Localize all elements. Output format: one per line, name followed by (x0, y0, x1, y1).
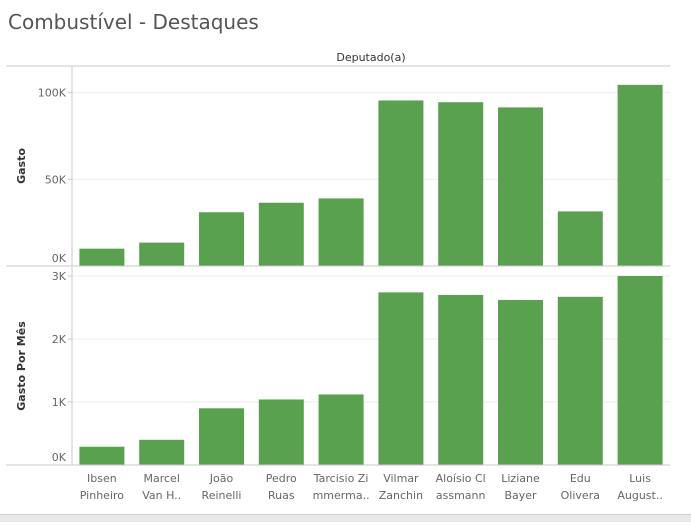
bar (498, 300, 543, 465)
x-tick-label: Tarcisio Zi (313, 472, 369, 485)
x-tick-label: Reinelli (202, 489, 242, 502)
bar (79, 249, 124, 266)
bar (618, 276, 663, 465)
bar (618, 85, 663, 266)
x-tick-label: Luis (629, 472, 651, 485)
x-tick-label: Marcel (144, 472, 180, 485)
bar (558, 297, 603, 465)
x-tick-label: August.. (617, 489, 663, 502)
x-tick-label: Liziane (501, 472, 540, 485)
bar (259, 399, 304, 465)
x-tick-label: Ruas (268, 489, 295, 502)
y-tick-label: 2K (52, 333, 67, 346)
bar (498, 107, 543, 266)
x-tick-label: mmerma.. (313, 489, 370, 502)
x-tick-label: Edu (570, 472, 591, 485)
y-tick-label: 0K (52, 252, 67, 265)
bar (199, 408, 244, 465)
bar (378, 292, 423, 465)
y-tick-label: 0K (52, 451, 67, 464)
x-tick-label: Pedro (266, 472, 297, 485)
y-tick-label: 50K (45, 173, 67, 186)
bar (79, 447, 124, 465)
y-tick-label: 100K (38, 87, 67, 100)
bar (378, 100, 423, 266)
x-tick-label: Van H.. (142, 489, 181, 502)
y-tick-label: 3K (52, 270, 67, 283)
x-tick-label: Ibsen (87, 472, 117, 485)
x-tick-label: Aloísio Cl (436, 472, 486, 485)
x-tick-label: João (209, 472, 234, 485)
y-axis-title: Gasto (15, 148, 28, 184)
bar (438, 295, 483, 465)
x-tick-label: assmann (436, 489, 486, 502)
bar (199, 212, 244, 266)
x-tick-label: Vilmar (383, 472, 419, 485)
bar (139, 243, 184, 266)
bar (319, 394, 364, 465)
y-tick-label: 1K (52, 396, 67, 409)
bar (438, 102, 483, 266)
x-tick-label: Zanchin (379, 489, 423, 502)
bar (259, 203, 304, 266)
column-header: Deputado(a) (336, 51, 405, 64)
x-tick-label: Bayer (504, 489, 537, 502)
x-tick-label: Olivera (561, 489, 600, 502)
bar (319, 198, 364, 266)
bar (139, 440, 184, 465)
bar (558, 211, 603, 266)
x-tick-label: Pinheiro (80, 489, 124, 502)
y-axis-title: Gasto Por Mês (15, 321, 28, 411)
